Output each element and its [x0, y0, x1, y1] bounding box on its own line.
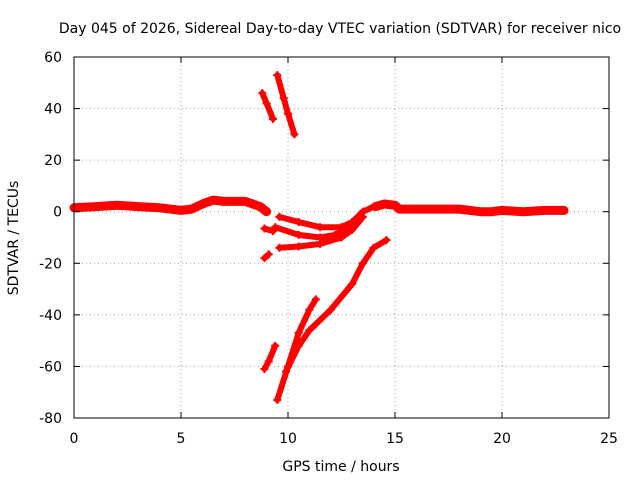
data-point	[264, 357, 273, 366]
data-point	[343, 223, 352, 232]
data-point	[519, 207, 528, 216]
x-tick-label: 10	[279, 431, 297, 447]
data-point	[271, 223, 280, 232]
series-layer	[69, 71, 569, 404]
data-point	[241, 197, 250, 206]
data-point	[271, 341, 280, 350]
data-point	[305, 305, 314, 314]
data-point	[294, 230, 303, 239]
data-point	[358, 259, 367, 268]
data-point	[380, 199, 389, 208]
y-tick-label: 0	[53, 205, 62, 221]
ticks: 0 5 10 15 20 25 -80 -60 -40 -20 0 20 40 60	[39, 50, 618, 447]
data-point	[262, 207, 271, 216]
data-point	[112, 201, 121, 210]
data-point	[294, 218, 303, 227]
data-point	[260, 365, 269, 374]
data-point	[316, 223, 325, 232]
x-tick-label: 5	[177, 431, 186, 447]
y-tick-label: 60	[44, 50, 62, 66]
data-point	[134, 202, 143, 211]
series-track-from-mid	[272, 213, 362, 241]
series-baseline-track	[69, 195, 272, 217]
series-track-high-right	[274, 72, 298, 138]
data-point	[91, 202, 100, 211]
x-tick-label: 15	[386, 431, 404, 447]
data-point	[498, 206, 506, 215]
data-point	[412, 205, 421, 214]
y-axis-label: SDTVAR / TECUs	[6, 181, 22, 296]
data-point	[369, 243, 378, 252]
data-point	[284, 109, 292, 118]
data-point	[260, 224, 269, 233]
y-tick-label: -80	[39, 411, 62, 427]
data-point	[262, 99, 271, 108]
x-axis-label: GPS time / hours	[282, 459, 399, 475]
x-tick-label: 25	[600, 431, 618, 447]
data-point	[219, 197, 228, 206]
data-point	[198, 199, 207, 208]
x-tick-label: 0	[70, 431, 79, 447]
data-point	[209, 196, 218, 205]
data-point	[316, 233, 325, 242]
data-point	[326, 305, 335, 314]
y-tick-label: -60	[39, 359, 62, 375]
data-point	[369, 202, 378, 211]
series-track-deep-rise-2	[282, 237, 390, 375]
data-point	[354, 212, 363, 221]
data-point	[290, 130, 299, 139]
y-tick-label: 20	[44, 153, 62, 169]
data-point	[433, 205, 442, 214]
data-point	[273, 395, 282, 404]
series-track-deep-left	[261, 342, 279, 372]
series-baseline-track-2	[371, 199, 569, 217]
y-tick-label: 40	[44, 102, 62, 118]
data-point	[487, 207, 496, 216]
data-point	[273, 71, 282, 80]
data-point	[177, 206, 185, 215]
x-tick-label: 20	[493, 431, 511, 447]
data-point	[395, 205, 404, 214]
y-tick-label: -40	[39, 308, 62, 324]
data-point	[294, 341, 303, 350]
data-point	[264, 250, 273, 259]
data-point	[187, 205, 196, 214]
plot-frame	[73, 56, 610, 419]
data-point	[311, 295, 320, 304]
data-point	[337, 233, 346, 242]
data-point	[540, 206, 549, 215]
data-point	[294, 242, 303, 251]
series-track-high-left	[259, 90, 276, 122]
data-point	[260, 254, 269, 263]
data-point	[279, 94, 288, 103]
data-point	[455, 205, 464, 214]
data-point	[155, 203, 164, 212]
data-point	[391, 201, 399, 210]
data-point	[256, 202, 265, 211]
data-point	[348, 279, 357, 288]
data-point	[476, 207, 485, 216]
data-point	[281, 367, 290, 376]
data-point	[331, 230, 340, 239]
data-point	[560, 206, 569, 215]
y-tick-label: -20	[39, 256, 62, 272]
chart-title: Day 045 of 2026, Sidereal Day-to-day VTE…	[59, 21, 621, 37]
data-point	[258, 89, 267, 98]
data-point	[294, 328, 303, 337]
data-point	[382, 236, 391, 245]
data-point	[275, 212, 284, 221]
data-point	[269, 114, 278, 123]
data-point	[275, 243, 284, 252]
data-point	[305, 326, 314, 335]
